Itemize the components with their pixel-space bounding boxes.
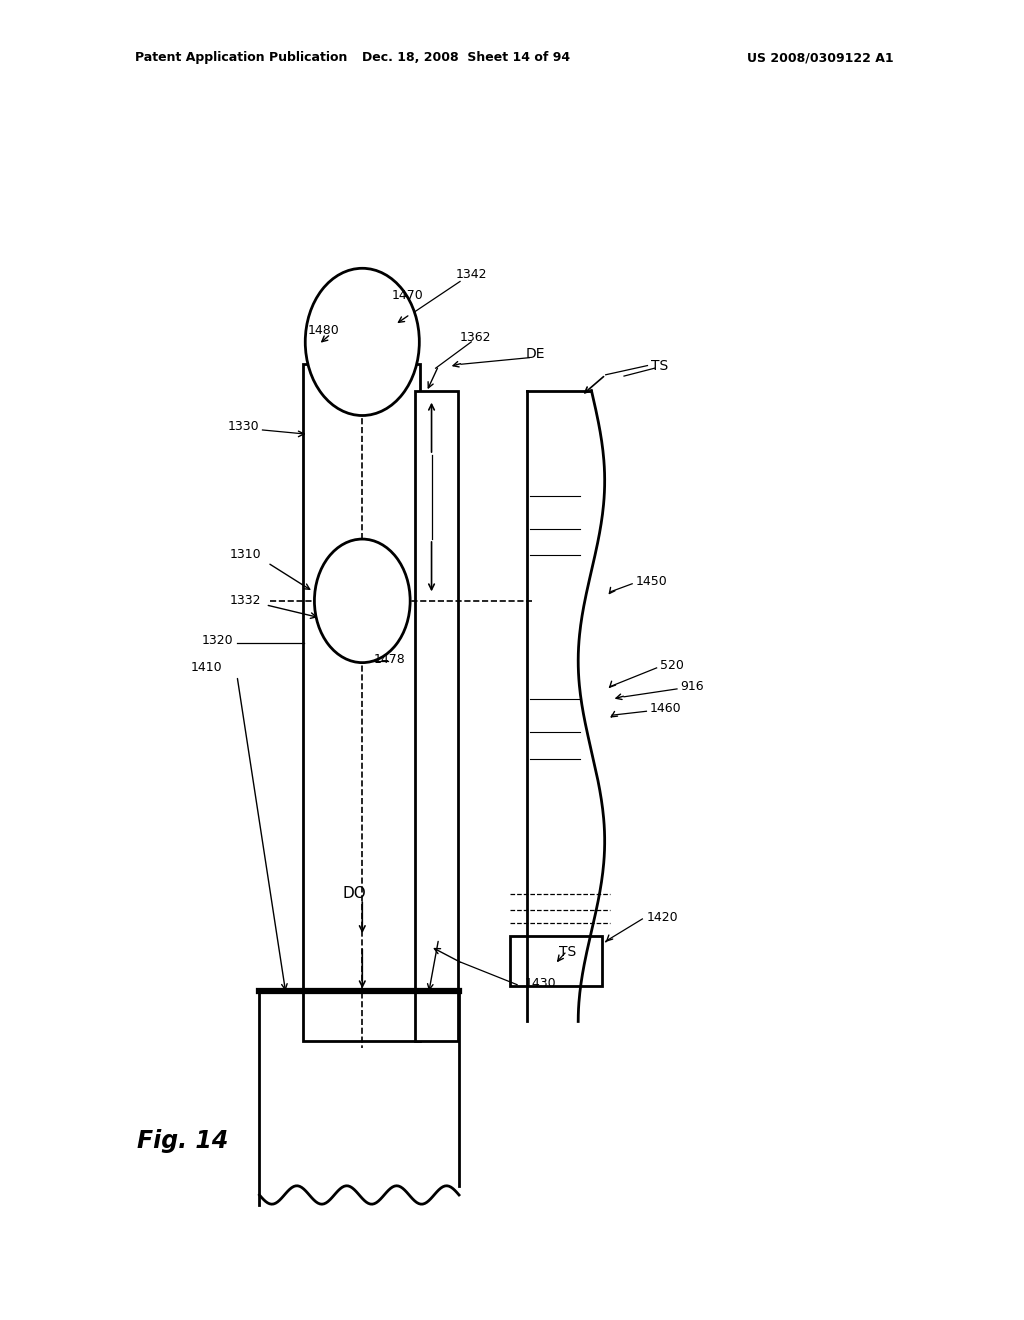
Bar xyxy=(303,364,420,1041)
Circle shape xyxy=(314,539,411,663)
Text: 1470: 1470 xyxy=(391,289,423,302)
Text: 1362: 1362 xyxy=(460,331,492,345)
Text: 1342: 1342 xyxy=(456,268,487,281)
Text: 1320: 1320 xyxy=(202,634,232,647)
Text: TS: TS xyxy=(559,945,577,958)
Bar xyxy=(416,391,458,1041)
Text: 1420: 1420 xyxy=(646,911,678,924)
Text: US 2008/0309122 A1: US 2008/0309122 A1 xyxy=(748,51,894,65)
Text: 520: 520 xyxy=(659,659,684,672)
Text: 1410: 1410 xyxy=(191,661,223,675)
Text: 1332: 1332 xyxy=(230,594,261,607)
Text: 1310: 1310 xyxy=(229,548,261,561)
Circle shape xyxy=(305,268,419,416)
Text: 1430: 1430 xyxy=(524,977,556,990)
Text: TS: TS xyxy=(651,359,669,372)
Text: 1330: 1330 xyxy=(227,420,259,433)
Text: DO: DO xyxy=(342,887,366,902)
Text: 1480: 1480 xyxy=(308,323,340,337)
Text: 1478: 1478 xyxy=(374,653,406,667)
Bar xyxy=(510,936,602,986)
Text: Dec. 18, 2008  Sheet 14 of 94: Dec. 18, 2008 Sheet 14 of 94 xyxy=(362,51,570,65)
Text: 1460: 1460 xyxy=(649,702,681,715)
Text: Fig. 14: Fig. 14 xyxy=(137,1129,228,1154)
Text: Patent Application Publication: Patent Application Publication xyxy=(135,51,347,65)
Text: 1450: 1450 xyxy=(635,574,667,587)
Text: DE: DE xyxy=(525,347,545,360)
Text: 916: 916 xyxy=(680,680,703,693)
